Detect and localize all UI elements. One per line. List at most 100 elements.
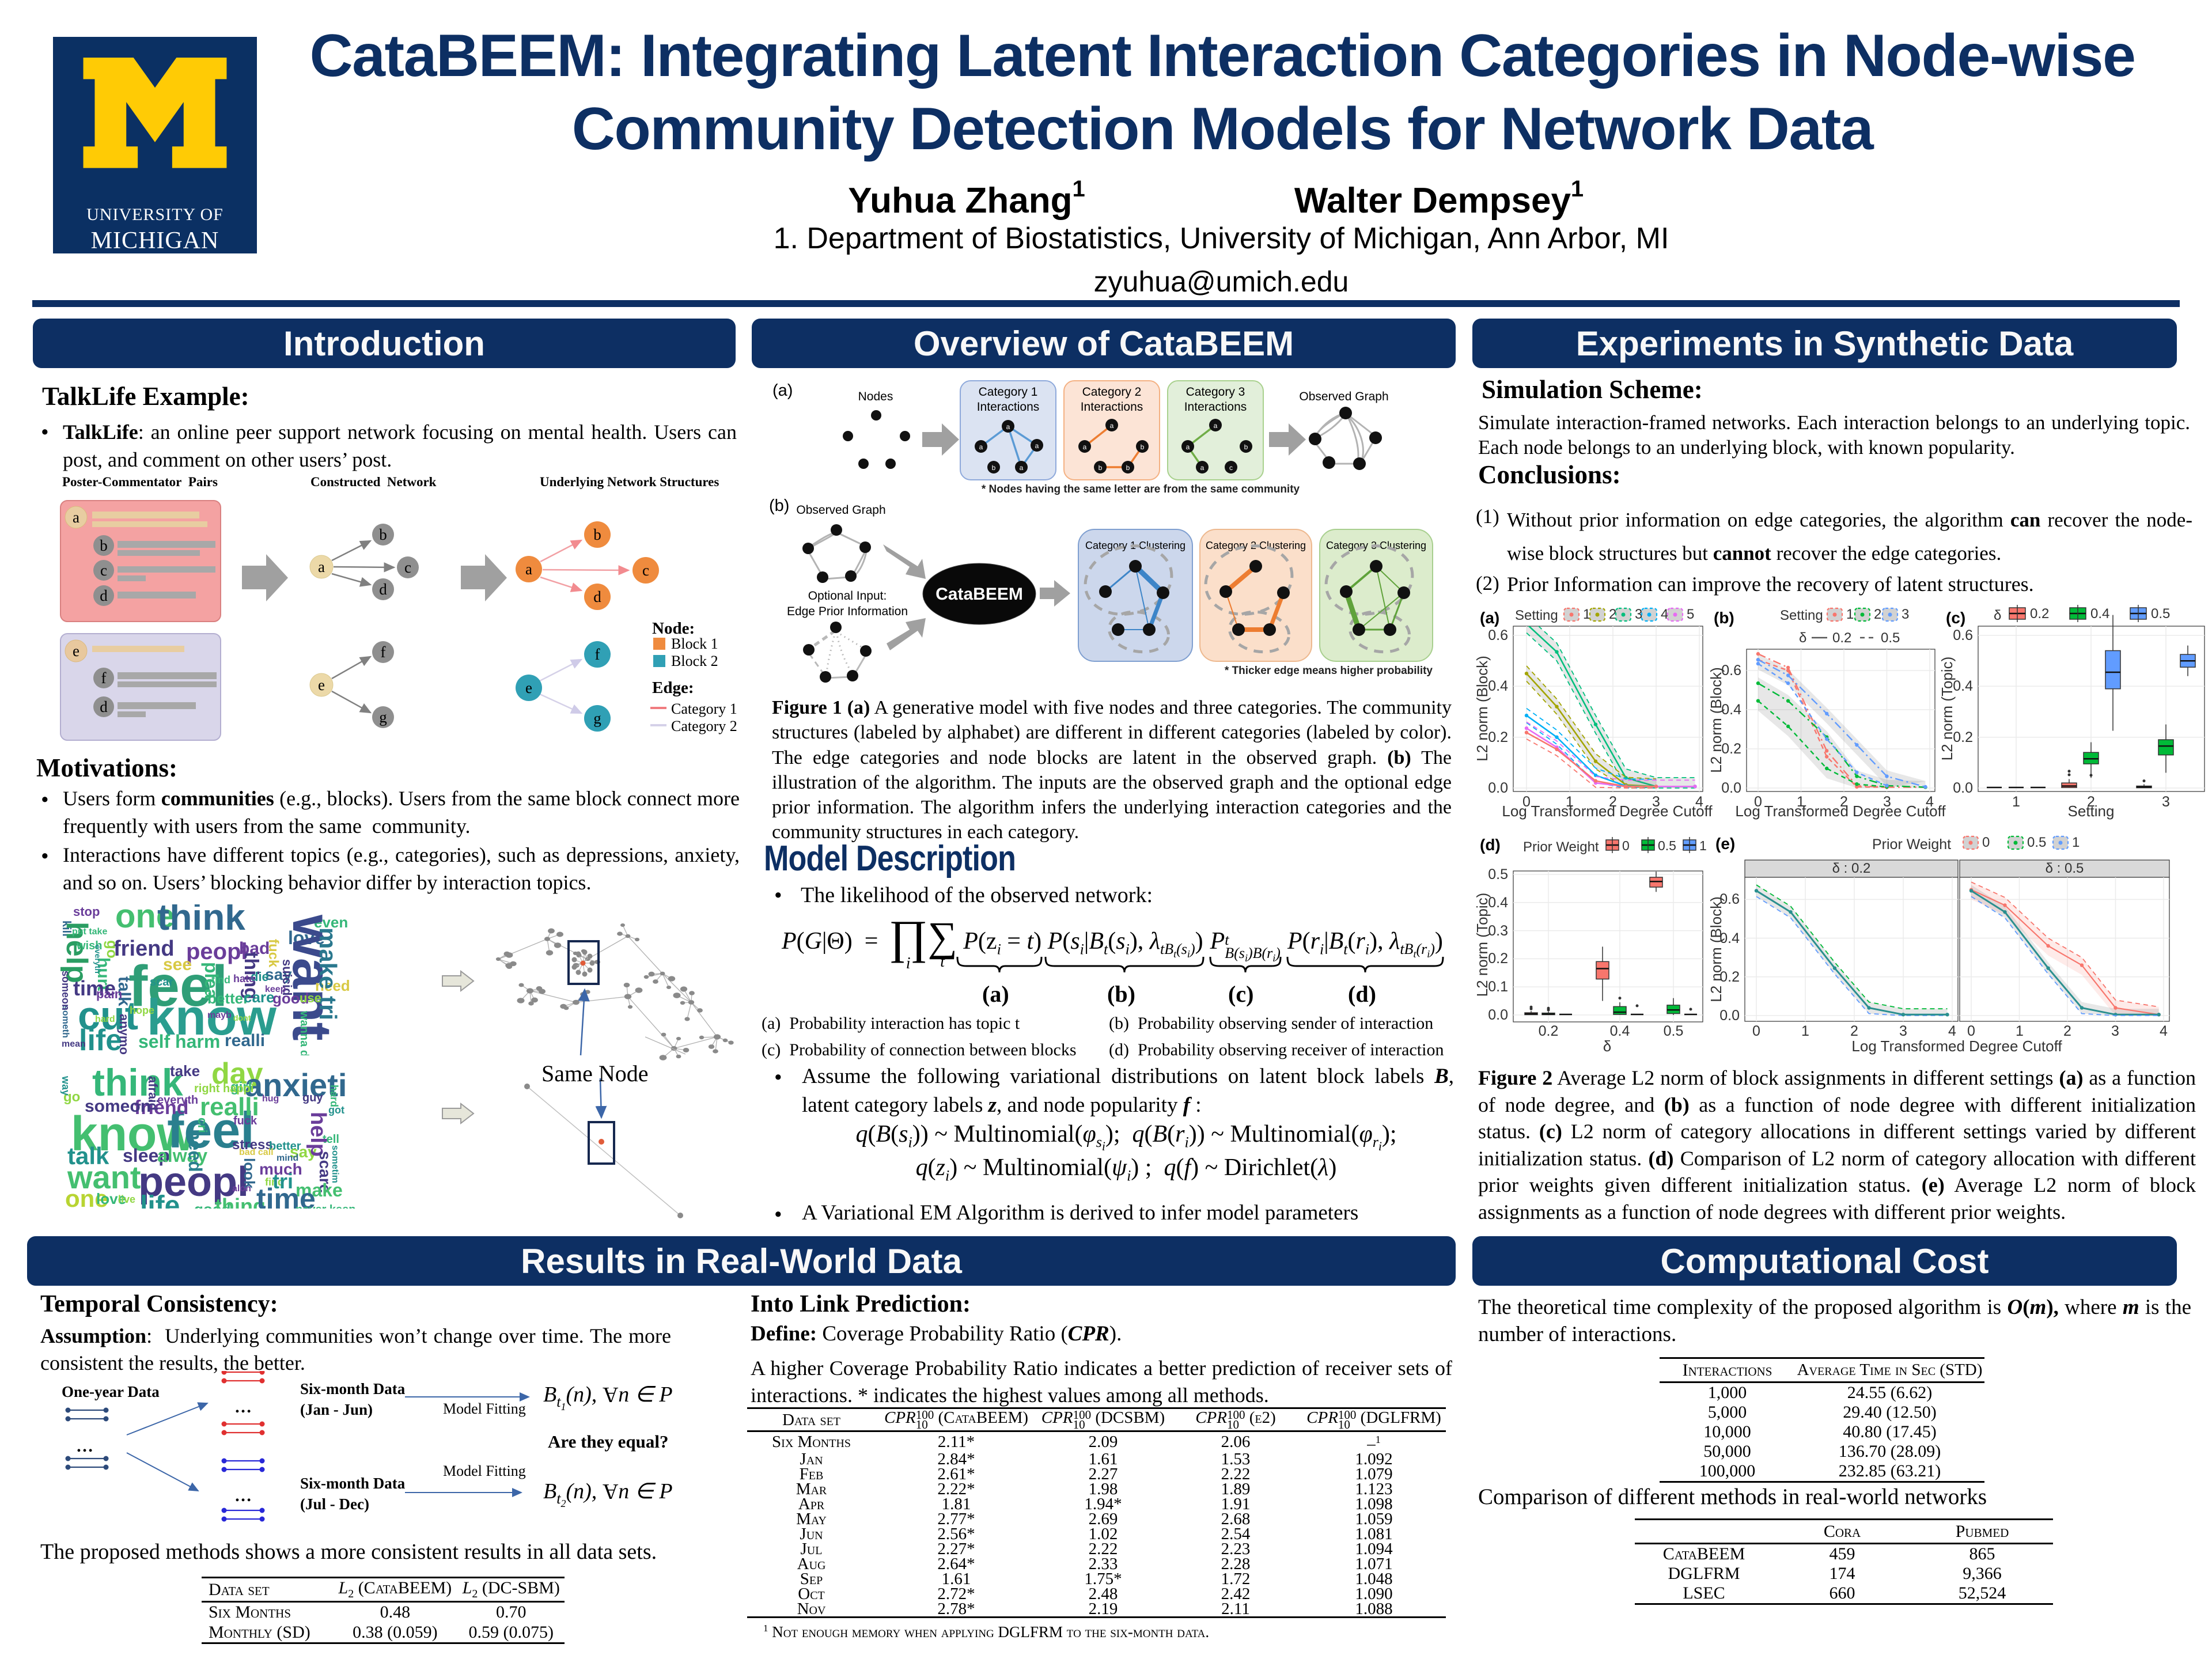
svg-text:0.4: 0.4 [1719, 930, 1740, 946]
svg-text:0.4: 0.4 [1488, 895, 1508, 911]
svg-text:a: a [318, 558, 325, 575]
svg-text:2: 2 [2063, 1023, 2071, 1039]
svg-text:Block 1: Block 1 [671, 635, 718, 652]
svg-text:0: 0 [1967, 1023, 1975, 1039]
svg-text:e: e [73, 642, 79, 660]
svg-text:b: b [593, 526, 601, 543]
svg-text:0.5: 0.5 [1488, 866, 1508, 882]
svg-text:3: 3 [2111, 1023, 2119, 1039]
svg-text:e: e [525, 679, 532, 696]
svg-text:δ: δ [1994, 608, 2001, 623]
svg-text:2: 2 [1850, 1023, 1858, 1039]
svg-text:0.4: 0.4 [2090, 606, 2109, 622]
svg-text:5: 5 [1687, 607, 1694, 622]
svg-text:Interactions: Interactions [1081, 400, 1143, 414]
svg-text:0.2: 0.2 [1488, 729, 1508, 745]
svg-text:(a): (a) [1480, 609, 1499, 627]
svg-text:Edge Prior Information: Edge Prior Information [787, 605, 908, 618]
svg-text:1: 1 [1566, 794, 1574, 810]
svg-text:0.2: 0.2 [2030, 606, 2049, 622]
svg-text:d: d [379, 581, 387, 598]
svg-text:d: d [593, 588, 601, 605]
svg-text:Setting: Setting [1515, 608, 1558, 623]
svg-text:2: 2 [1840, 794, 1848, 810]
svg-text:b: b [100, 537, 108, 554]
svg-text:δ : 0.2: δ : 0.2 [1832, 861, 1871, 876]
svg-text:Prior Weight: Prior Weight [1872, 836, 1951, 853]
svg-text:3: 3 [2162, 794, 2170, 810]
svg-text:0.2: 0.2 [1488, 950, 1508, 967]
svg-text:0.2: 0.2 [1832, 630, 1851, 646]
svg-text:Category 1: Category 1 [671, 700, 737, 717]
svg-text:δ : 0.5: δ : 0.5 [2046, 861, 2084, 876]
svg-text:a: a [525, 560, 532, 578]
svg-text:4: 4 [1695, 794, 1703, 810]
svg-text:0.2: 0.2 [1953, 729, 1973, 745]
svg-text:1: 1 [1583, 607, 1590, 622]
svg-text:Observed Graph: Observed Graph [1299, 390, 1388, 403]
svg-text:a: a [73, 509, 79, 526]
svg-text:a: a [1035, 442, 1039, 450]
svg-text:(Jan - Jun): (Jan - Jun) [300, 1401, 373, 1418]
svg-text:a: a [1200, 464, 1205, 472]
svg-text:0.6: 0.6 [1721, 662, 1741, 679]
svg-text:0.4: 0.4 [1721, 702, 1741, 718]
svg-text:b: b [992, 464, 996, 472]
svg-text:0.5: 0.5 [1658, 838, 1676, 853]
svg-text:0.4: 0.4 [1953, 678, 1973, 694]
svg-text:(a): (a) [772, 381, 793, 400]
svg-text:d: d [100, 587, 108, 604]
svg-text:L2 norm (Topic): L2 norm (Topic) [1938, 657, 1956, 761]
svg-text:…: … [234, 1486, 252, 1505]
svg-text:3: 3 [1635, 607, 1642, 622]
svg-text:0.0: 0.0 [1488, 1007, 1508, 1023]
svg-text:L2 norm (Block): L2 norm (Block) [1475, 656, 1491, 762]
svg-text:Edge:: Edge: [652, 679, 694, 697]
svg-text:0: 0 [1754, 794, 1762, 810]
svg-text:4: 4 [1661, 607, 1668, 622]
svg-text:f: f [595, 646, 600, 663]
svg-text:Interactions: Interactions [1184, 400, 1247, 414]
svg-text:a: a [979, 443, 983, 451]
svg-text:0.0: 0.0 [1721, 780, 1741, 796]
svg-text:0: 0 [1752, 1023, 1760, 1039]
svg-text:Model Fitting: Model Fitting [443, 1400, 526, 1417]
svg-text:(b): (b) [769, 497, 789, 515]
svg-text:Nodes: Nodes [858, 390, 893, 403]
svg-text:Log Transformed Degree Cutoff: Log Transformed Degree Cutoff [1502, 802, 1713, 820]
svg-text:d: d [100, 698, 108, 715]
svg-text:4: 4 [1926, 794, 1934, 810]
svg-text:2: 2 [1874, 607, 1881, 622]
svg-text:a: a [1020, 464, 1024, 472]
svg-text:Log Transformed Degree Cutoff: Log Transformed Degree Cutoff [1735, 802, 1946, 820]
svg-text:0.5: 0.5 [1664, 1023, 1684, 1039]
svg-text:CataBEEM: CataBEEM [935, 585, 1023, 604]
svg-text:0.6: 0.6 [1488, 627, 1508, 643]
svg-text:* Thicker edge means higher pr: * Thicker edge means higher probability [1225, 665, 1433, 677]
svg-text:a: a [1186, 443, 1190, 451]
svg-text:0.0: 0.0 [1488, 780, 1508, 796]
svg-text:2: 2 [1609, 607, 1616, 622]
svg-text:e: e [318, 676, 325, 694]
svg-text:One-year Data: One-year Data [62, 1383, 160, 1400]
svg-text:Optional Input:: Optional Input: [808, 589, 887, 603]
svg-text:δ: δ [1799, 630, 1806, 646]
svg-text:L2 norm (Block): L2 norm (Block) [1707, 667, 1725, 773]
svg-text:Category 2: Category 2 [1082, 385, 1142, 399]
svg-text:0.5: 0.5 [1881, 630, 1900, 646]
svg-text:…: … [234, 1397, 252, 1416]
svg-text:Model Fitting: Model Fitting [443, 1463, 526, 1479]
svg-text:g: g [593, 710, 601, 727]
svg-text:0.5: 0.5 [2027, 835, 2046, 850]
svg-text:(e): (e) [1715, 835, 1735, 853]
svg-text:2: 2 [1609, 794, 1617, 810]
svg-text:(b): (b) [1714, 609, 1734, 627]
svg-text:0.6: 0.6 [1719, 891, 1740, 907]
svg-text:0.0: 0.0 [1953, 780, 1973, 796]
svg-text:b: b [1244, 443, 1248, 451]
svg-text:b: b [1126, 464, 1130, 472]
svg-text:a: a [1006, 423, 1010, 431]
svg-text:0.2: 0.2 [1719, 969, 1740, 985]
svg-text:δ: δ [1603, 1037, 1611, 1055]
svg-text:3: 3 [1883, 794, 1891, 810]
